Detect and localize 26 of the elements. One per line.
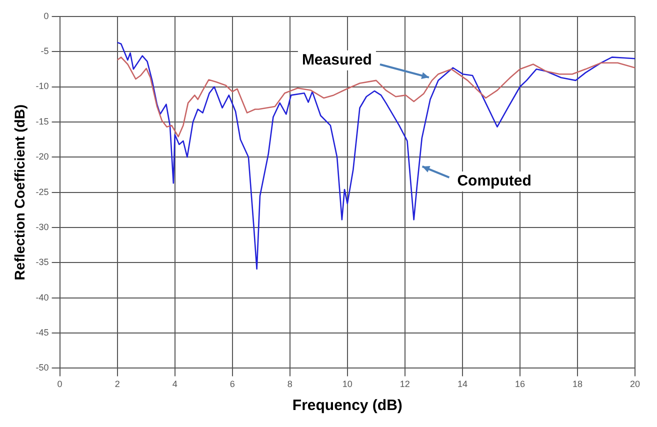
y-tick-label: -45: [36, 328, 49, 338]
y-tick-label: -30: [36, 222, 49, 232]
annotation: Measured: [302, 52, 372, 69]
y-tick-label: 0: [44, 10, 49, 21]
x-tick-label: 12: [400, 379, 410, 390]
annotation: Computed: [457, 172, 532, 190]
x-tick-label: 6: [230, 379, 235, 390]
x-tick-label: 0: [57, 379, 62, 390]
x-tick-label: 4: [172, 379, 178, 390]
y-tick-label: -10: [36, 81, 49, 92]
y-axis-title: Reflection Coefficient (dB): [11, 104, 28, 280]
y-tick-label: -15: [36, 116, 49, 126]
x-tick-label: 2: [114, 379, 120, 390]
x-tick-label: 16: [514, 379, 525, 390]
y-tick-label: -25: [36, 186, 49, 197]
y-tick-label: -5: [40, 46, 49, 56]
x-tick-label: 14: [457, 379, 468, 390]
y-tick-label: -50: [36, 362, 49, 373]
y-tick-label: -20: [36, 152, 49, 162]
x-axis-title: Frequency (dB): [292, 397, 402, 414]
y-tick-label: -40: [36, 292, 49, 302]
x-tick-label: 18: [572, 379, 582, 390]
x-tick-label: 10: [342, 379, 352, 390]
x-tick-label: 8: [287, 379, 292, 390]
y-tick-label: -35: [36, 257, 49, 268]
x-tick-label: 20: [630, 379, 640, 390]
